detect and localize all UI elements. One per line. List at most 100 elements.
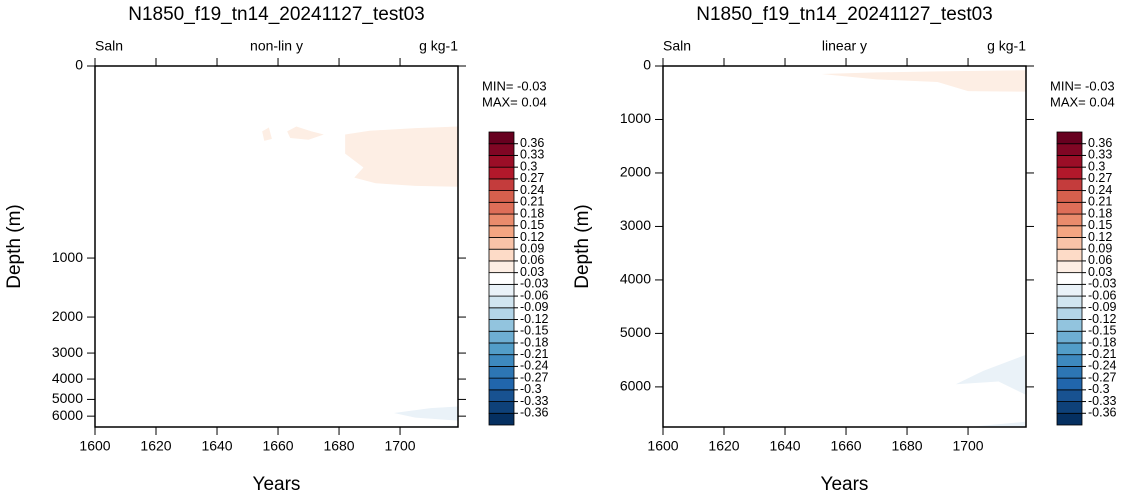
- colorbar-box: [1056, 178, 1083, 192]
- y-tick-label: 1000: [52, 249, 83, 265]
- colorbar-box: [1056, 377, 1083, 391]
- right-string: g kg-1: [987, 38, 1026, 54]
- colorbar-box: [1056, 307, 1083, 320]
- colorbar-label: -0.18: [1088, 335, 1117, 349]
- contour-region: [345, 126, 458, 187]
- contour-region: [968, 421, 1026, 427]
- colorbar-label: -0.27: [1088, 370, 1117, 384]
- colorbar-box: [1056, 237, 1083, 250]
- y-tick-label: 5000: [52, 390, 83, 406]
- colorbar-label: -0.36: [520, 406, 549, 420]
- y-tick-label: 3000: [52, 344, 83, 360]
- colorbar-box: [488, 365, 515, 379]
- colorbar-label: 0.15: [520, 218, 544, 232]
- colorbar-box: [488, 342, 515, 356]
- y-tick-label: 6000: [620, 378, 651, 394]
- x-tick-label: 1680: [891, 438, 922, 454]
- colorbar-label: 0.12: [1088, 230, 1112, 244]
- left-string: Saln: [95, 38, 123, 54]
- colorbar-box: [1056, 213, 1083, 227]
- plot-frame: [662, 65, 1027, 428]
- colorbar-label: -0.27: [520, 370, 549, 384]
- center-string: linear y: [822, 38, 867, 54]
- colorbar-box: [1056, 260, 1083, 274]
- colorbar-label: 0.18: [1088, 206, 1112, 220]
- colorbar-box: [488, 260, 515, 274]
- colorbar-label: 0.3: [1088, 159, 1105, 173]
- colorbar-box: [1056, 389, 1083, 402]
- colorbar-box: [1056, 166, 1083, 180]
- colorbar-box: [1056, 272, 1083, 285]
- plot-frame: [94, 65, 459, 428]
- colorbar-box: [488, 201, 515, 215]
- colorbar-box: [1056, 190, 1083, 203]
- colorbar-box: [1056, 155, 1083, 168]
- center-string: non-lin y: [250, 38, 303, 54]
- y-axis-label: Depth (m): [4, 204, 25, 288]
- colorbar-label: -0.03: [520, 277, 549, 291]
- colorbar-label: 0.36: [520, 136, 544, 150]
- x-tick-label: 1660: [262, 438, 293, 454]
- x-tick-label: 1600: [647, 438, 678, 454]
- x-tick-label: 1620: [708, 438, 739, 454]
- colorbar-box: [488, 190, 515, 203]
- colorbar-box: [1056, 143, 1083, 156]
- y-axis-label: Depth (m): [572, 204, 593, 288]
- colorbar-label: -0.18: [520, 335, 549, 349]
- stat-label: MIN= -0.03: [1050, 78, 1115, 93]
- colorbar-label: 0.06: [520, 253, 544, 267]
- colorbar-label: -0.15: [520, 324, 549, 338]
- y-tick-label: 3000: [620, 217, 651, 233]
- colorbar-label: 0.09: [1088, 241, 1112, 255]
- colorbar-box: [1056, 131, 1083, 145]
- colorbar-label: 0.3: [520, 159, 537, 173]
- colorbar-label: 0.24: [520, 183, 544, 197]
- colorbar-label: 0.36: [1088, 136, 1112, 150]
- y-tick-label: 4000: [620, 271, 651, 287]
- colorbar-label: -0.03: [1088, 277, 1117, 291]
- x-axis-label: Years: [821, 474, 869, 495]
- x-tick-label: 1700: [384, 438, 415, 454]
- colorbar-label: 0.18: [520, 206, 544, 220]
- colorbar-box: [1056, 354, 1083, 367]
- colorbar-label: -0.06: [520, 288, 549, 302]
- colorbar-box: [1056, 330, 1083, 344]
- left-string: Saln: [663, 38, 691, 54]
- colorbar-label: 0.06: [1088, 253, 1112, 267]
- colorbar-box: [1056, 342, 1083, 356]
- x-tick-label: 1600: [79, 438, 110, 454]
- colorbar-box: [488, 237, 515, 250]
- right-string: g kg-1: [419, 38, 458, 54]
- chart-title: N1850_f19_tn14_20241127_test03: [128, 4, 425, 25]
- panel: N1850_f19_tn14_20241127_test03 Saln non-li…: [4, 4, 549, 495]
- colorbar-box: [1056, 225, 1083, 238]
- colorbar-label: -0.24: [520, 359, 549, 373]
- panel: N1850_f19_tn14_20241127_test03 Saln linear…: [572, 4, 1117, 495]
- colorbar-label: -0.33: [520, 394, 549, 408]
- colorbar-box: [488, 213, 515, 227]
- colorbar-label: -0.21: [520, 347, 549, 361]
- x-tick-label: 1680: [323, 438, 354, 454]
- colorbar-label: -0.15: [1088, 324, 1117, 338]
- colorbar-label: 0.09: [520, 241, 544, 255]
- colorbar-box: [488, 401, 515, 414]
- y-tick-label: 4000: [52, 370, 83, 386]
- colorbar-label: -0.3: [520, 382, 542, 396]
- colorbar-box: [488, 389, 515, 402]
- colorbar-box: [488, 307, 515, 320]
- colorbar-box: [488, 354, 515, 367]
- colorbar-box: [488, 377, 515, 391]
- colorbar-box: [488, 412, 515, 426]
- y-tick-label: 5000: [620, 324, 651, 340]
- stat-label: MIN= -0.03: [482, 78, 547, 93]
- colorbar-box: [1056, 295, 1083, 309]
- colorbar-box: [488, 143, 515, 156]
- y-tick-label: 0: [643, 57, 651, 73]
- colorbar-box: [488, 131, 515, 145]
- y-tick-label: 0: [75, 57, 83, 73]
- contour-region: [955, 354, 1026, 395]
- colorbar-box: [1056, 248, 1083, 262]
- colorbar-box: [488, 225, 515, 238]
- x-axis-label: Years: [253, 474, 301, 495]
- colorbar-box: [488, 155, 515, 168]
